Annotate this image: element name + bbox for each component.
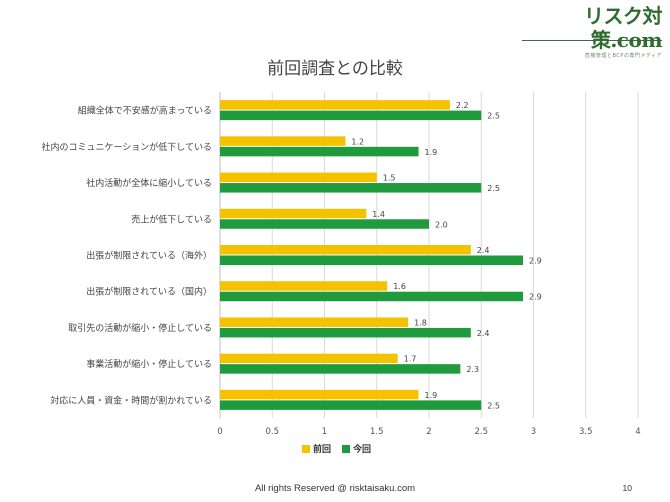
x-tick-label: 0.5 — [265, 427, 279, 437]
bar-previous — [220, 389, 419, 400]
gridlines — [219, 92, 639, 418]
bar-previous — [220, 208, 367, 219]
bar-current — [220, 255, 524, 265]
bar-current — [220, 219, 429, 229]
legend-label-previous: 前回 — [313, 443, 331, 455]
x-tick-label: 0 — [217, 427, 222, 437]
bars — [220, 100, 524, 410]
x-tick-label: 4 — [635, 427, 640, 437]
bar-current — [220, 183, 482, 193]
bar-previous — [220, 353, 398, 364]
category-label: 事業活動が縮小・停止している — [86, 358, 212, 370]
category-label: 組織全体で不安感が高まっている — [78, 105, 212, 117]
category-label: 出張が制限されている（国内） — [86, 286, 212, 298]
data-label: 2.4 — [477, 329, 490, 338]
x-tick-label: 1 — [322, 427, 327, 437]
bar-previous — [220, 136, 346, 146]
bar-current — [220, 291, 524, 302]
data-label: 2.9 — [529, 257, 542, 266]
legend-swatch-previous — [302, 445, 310, 453]
bar-current — [220, 327, 471, 338]
x-tick-labels: 0 0.5 1 1.5 2 2.5 3 3.5 4 — [217, 427, 640, 437]
bar-current — [220, 146, 419, 157]
x-tick-label: 2.5 — [474, 427, 488, 437]
x-tick-label: 1.5 — [370, 427, 384, 437]
data-label: 2.3 — [466, 365, 479, 374]
category-label: 出張が制限されている（海外） — [86, 250, 212, 262]
site-logo: リスク対策.com 危機管理とBCPの専門メディア — [522, 4, 663, 59]
bar-current — [220, 110, 482, 121]
x-tick-label: 3 — [531, 427, 536, 437]
category-label: 売上が低下している — [131, 213, 212, 225]
data-label: 1.5 — [383, 174, 396, 183]
bar-previous — [220, 172, 377, 183]
page-number: 10 — [622, 483, 632, 493]
category-labels: 組織全体で不安感が高まっている社内のコミュニケーションが低下している社内活動が全… — [41, 105, 212, 407]
data-label: 1.9 — [425, 148, 438, 157]
logo-tagline: 危機管理とBCPの専門メディア — [584, 53, 662, 59]
data-labels: 2.2 2.5 1.2 1.9 1.5 2.5 1.4 2.0 2.4 2.9 1.6 2.9 1.8 2… — [351, 101, 541, 410]
category-label: 対応に人員・資金・時間が割かれている — [50, 394, 212, 406]
data-label: 1.6 — [393, 282, 406, 291]
legend-label-current: 今回 — [352, 443, 371, 455]
data-label: 2.5 — [487, 112, 500, 121]
data-label: 2.2 — [456, 101, 469, 110]
legend: 前回 今回 — [302, 443, 371, 455]
bar-previous — [220, 281, 388, 291]
bar-previous — [220, 100, 450, 110]
chart-title: 前回調査との比較 — [267, 59, 403, 79]
data-label: 2.0 — [435, 220, 448, 229]
data-label: 2.9 — [529, 293, 542, 302]
data-label: 1.7 — [404, 355, 417, 364]
bar-previous — [220, 317, 409, 327]
footer-copyright: All rights Reserved @ risktaisaku.com — [254, 483, 416, 494]
legend-swatch-current — [342, 445, 350, 453]
data-label: 1.2 — [351, 137, 364, 146]
data-label: 1.4 — [372, 210, 385, 219]
category-label: 社内活動が全体に縮小している — [86, 177, 212, 189]
data-label: 1.8 — [414, 318, 427, 327]
bar-previous — [220, 245, 471, 255]
x-tick-label: 2 — [426, 427, 431, 437]
x-tick-label: 3.5 — [579, 427, 593, 437]
data-label: 2.5 — [487, 401, 500, 410]
bar-current — [220, 400, 482, 410]
logo-text: リスク対策.com — [584, 4, 663, 52]
data-label: 2.5 — [487, 184, 500, 193]
category-label: 取引先の活動が縮小・停止している — [68, 322, 212, 334]
data-label: 1.9 — [425, 391, 438, 400]
bar-current — [220, 364, 461, 374]
category-label: 社内のコミュニケーションが低下している — [41, 141, 212, 153]
data-label: 2.4 — [477, 246, 490, 255]
